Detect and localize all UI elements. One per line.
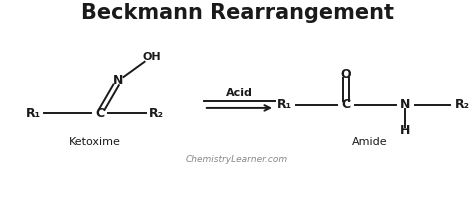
Text: OH: OH [142,52,161,62]
Text: C: C [95,107,104,120]
Text: N: N [400,98,410,111]
Text: Acid: Acid [226,88,253,98]
Text: N: N [113,74,124,87]
Text: ChemistryLearner.com: ChemistryLearner.com [186,155,288,164]
Text: Beckmann Rearrangement: Beckmann Rearrangement [81,3,393,23]
Text: O: O [341,68,351,81]
Text: R₂: R₂ [149,107,164,120]
Text: R₂: R₂ [455,98,470,111]
Text: H: H [400,124,410,137]
Text: Ketoxime: Ketoxime [69,137,121,147]
Text: R₁: R₁ [26,107,41,120]
Text: Amide: Amide [352,137,388,147]
Text: R₁: R₁ [277,98,292,111]
Text: C: C [341,98,351,111]
